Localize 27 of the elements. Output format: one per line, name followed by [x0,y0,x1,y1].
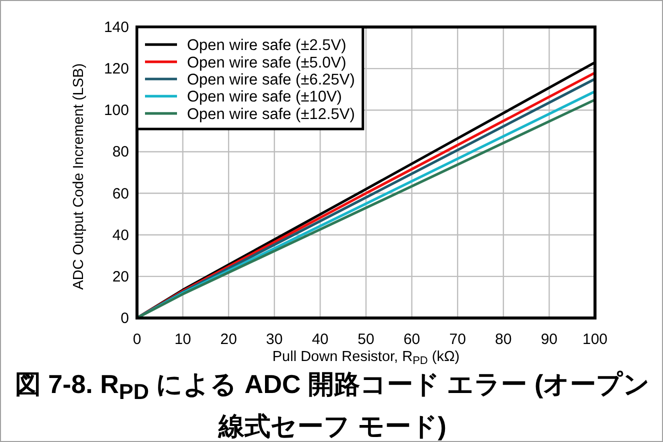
y-axis-title: ADC Output Code Increment (LSB) [71,63,87,290]
y-tick-label: 120 [104,60,129,78]
x-tick-label: 100 [582,331,608,348]
legend-label: Open wire safe (±6.25V) [187,72,355,88]
y-tick-label: 0 [120,310,129,327]
x-tick-label: 60 [403,331,420,348]
x-tick-label: 0 [132,331,142,348]
x-tick-label: 30 [266,331,283,348]
x-tick-label: 50 [358,331,374,348]
legend-label: Open wire safe (±12.5V) [187,106,355,123]
y-tick-label: 60 [112,185,129,202]
x-tick-label: 40 [312,331,329,348]
y-tick-label: 20 [112,268,129,286]
x-tick-label: 20 [220,331,237,348]
y-tick-label: 40 [112,226,129,244]
x-tick-label: 70 [449,331,466,348]
text: 図 7-8. R$_{PD}$ による ADC 開路コード エラー (オープン線式セーフ モード) [14,368,652,442]
y-tick-label: 100 [104,102,129,120]
y-tick-label: 80 [112,144,129,161]
x-tick-label: 80 [495,331,512,348]
legend-label: Open wire safe (±2.5V) [187,37,346,54]
x-axis-title: Pull Down Resistor, R$_{PD}$ (kΩ) [272,349,460,367]
x-tick-label: 10 [174,331,192,348]
legend-label: Open wire safe (±5.0V) [187,54,346,72]
y-tick-label: 140 [104,19,129,36]
legend-label: Open wire safe (±10V) [187,88,342,106]
x-tick-label: 90 [540,331,558,348]
